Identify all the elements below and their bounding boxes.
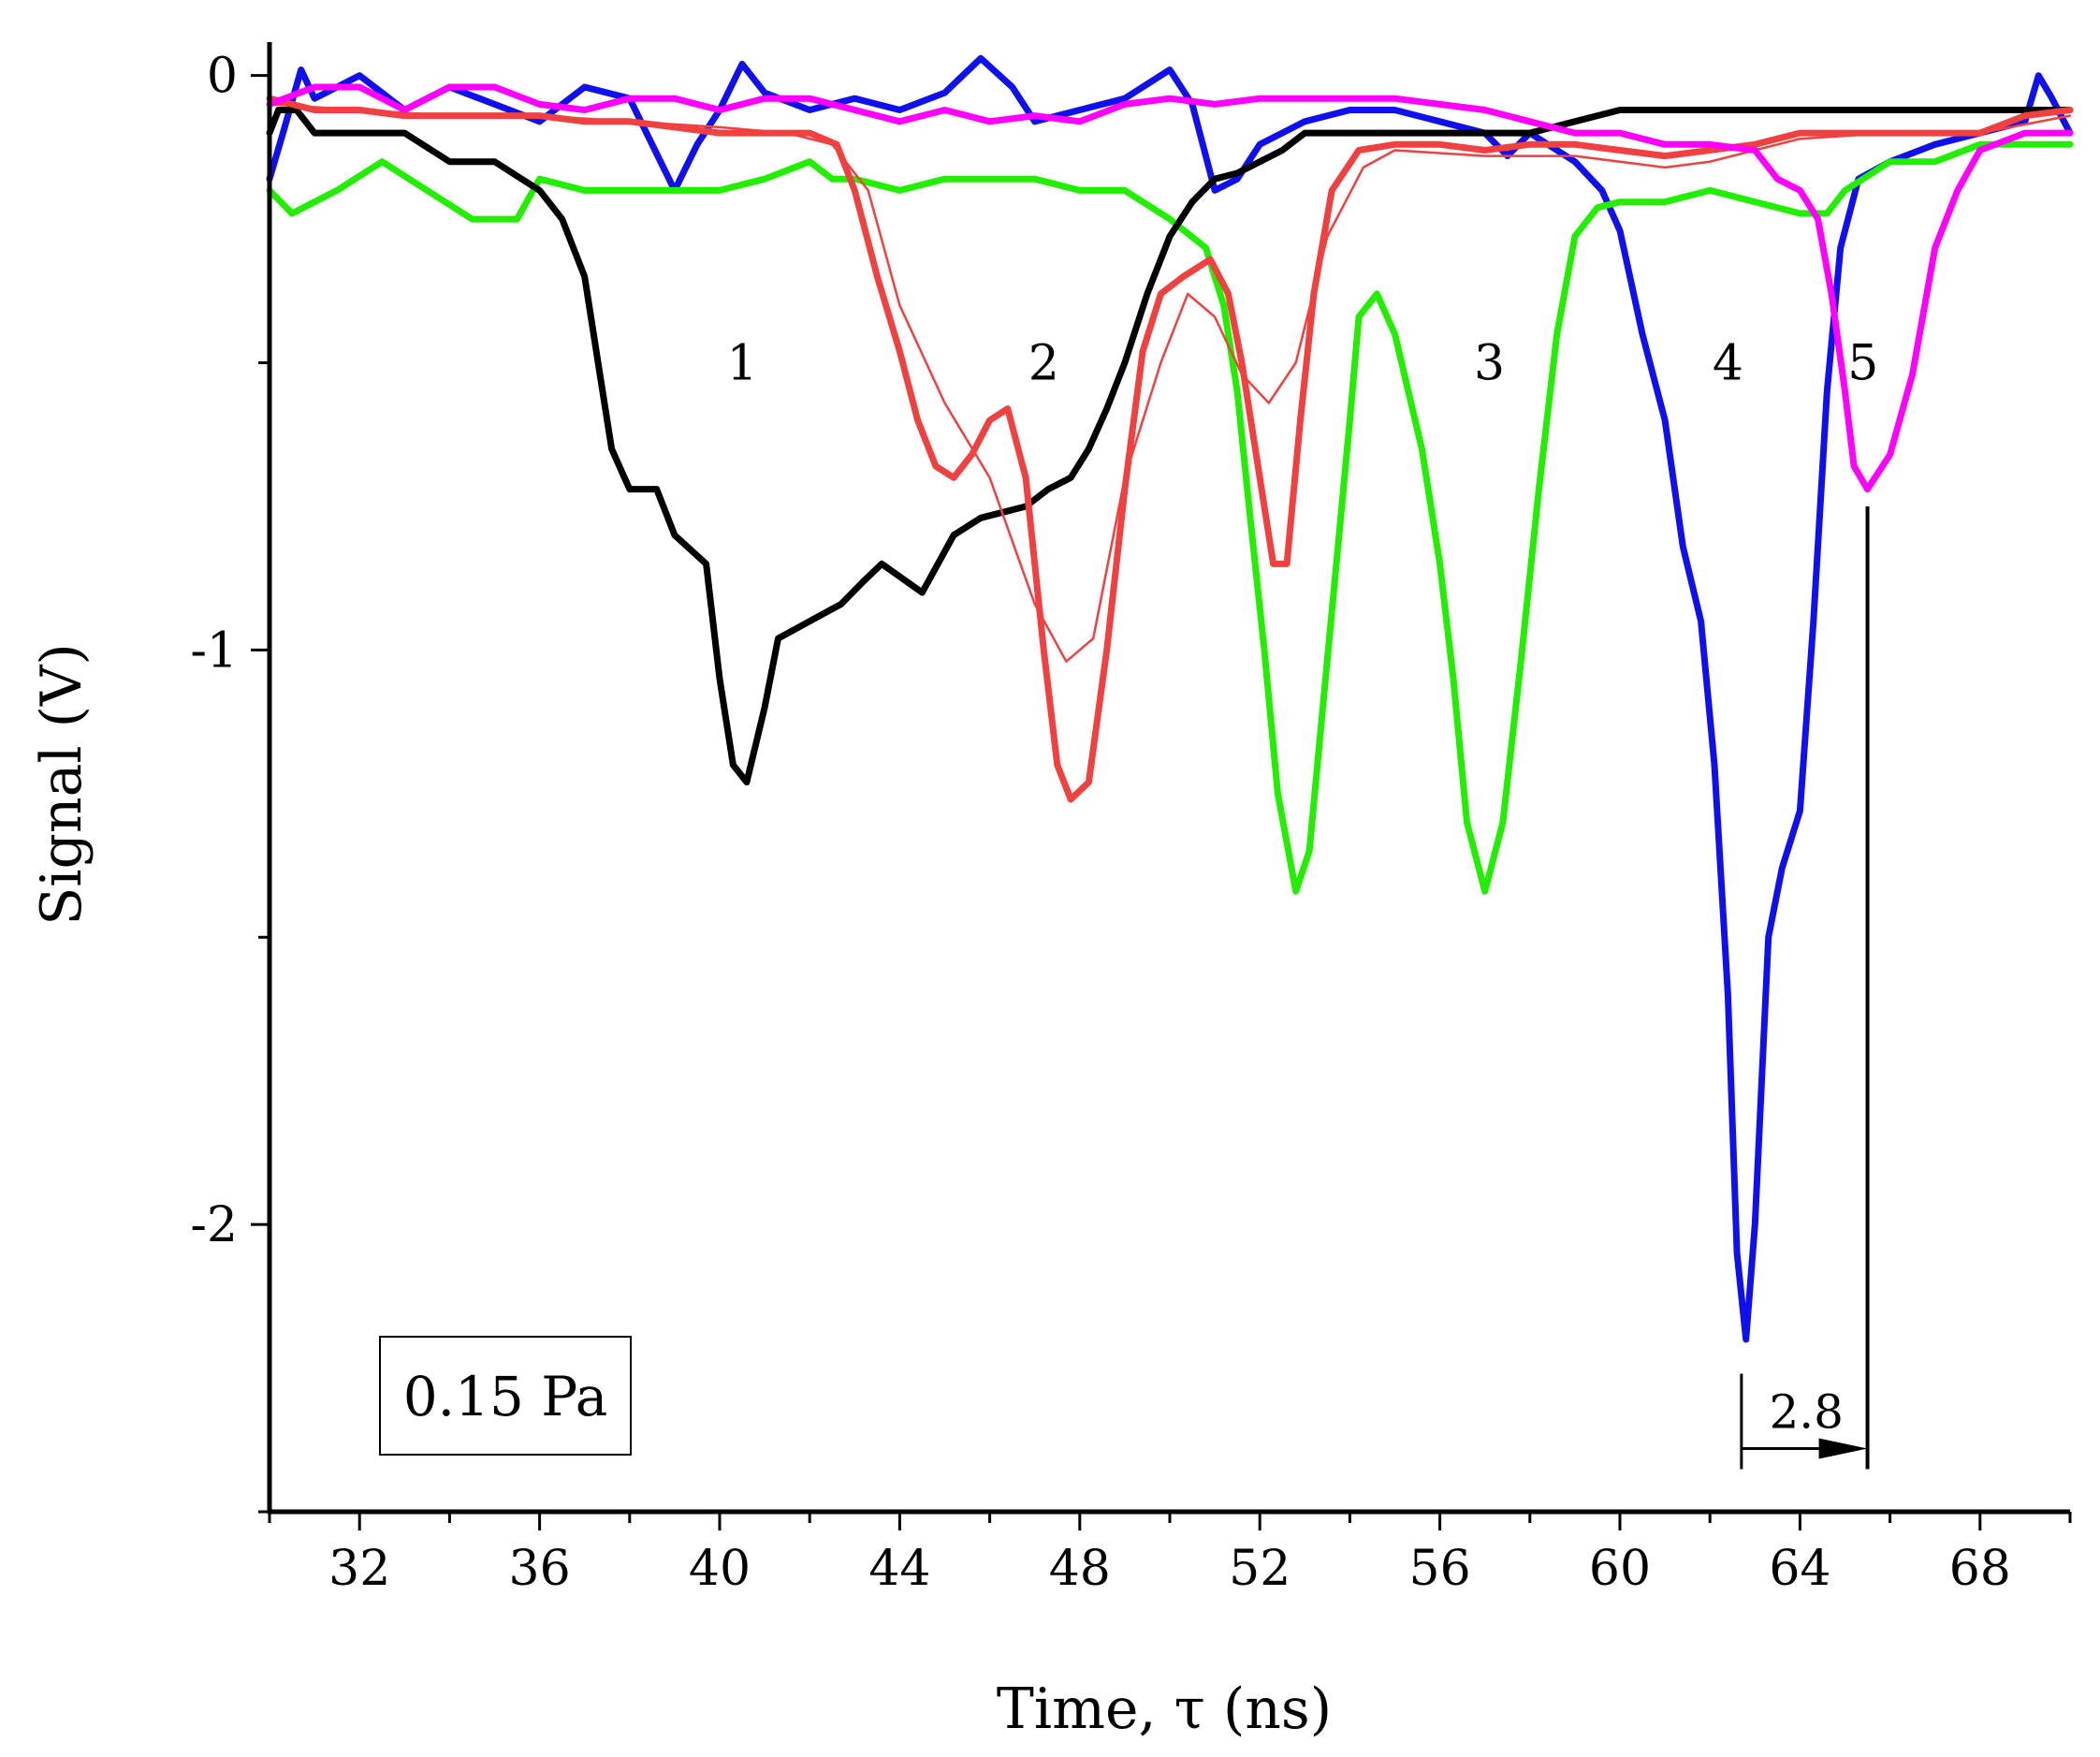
x-tick-label: 44 xyxy=(868,1541,930,1597)
tick-labels: 32 36 40 44 48 52 56 60 64 680-1-2 xyxy=(190,49,2011,1597)
annotation-box-frame xyxy=(379,1336,632,1456)
tick-marks xyxy=(251,74,2072,1530)
x-tick-label: 68 xyxy=(1949,1541,2011,1597)
series-line-3 xyxy=(266,140,2074,895)
x-tick-label: 56 xyxy=(1409,1541,1471,1597)
annotation-box: 0.15 Pa xyxy=(379,1336,632,1456)
x-tick-label: 32 xyxy=(328,1541,390,1597)
peak-label-2: 2 xyxy=(1028,336,1059,392)
x-tick-label: 60 xyxy=(1589,1541,1651,1597)
x-tick-label: 64 xyxy=(1769,1541,1830,1597)
x-axis-title: Time, τ (ns) xyxy=(997,1676,1332,1742)
x-tick-label: 52 xyxy=(1229,1541,1291,1597)
x-tick-label: 40 xyxy=(689,1541,751,1597)
peak-label-4: 4 xyxy=(1713,336,1743,392)
x-tick-label: 36 xyxy=(509,1541,571,1597)
pressure-label: 0.15 Pa xyxy=(403,1365,608,1428)
peak-labels: 1 2 3 4 5 xyxy=(727,336,1879,392)
series-line-5 xyxy=(266,83,2074,493)
series-layer xyxy=(266,54,2074,1343)
series-line-4 xyxy=(266,54,2074,1343)
measurement-annotation: 2.8 xyxy=(1740,505,1870,1470)
peak-label-3: 3 xyxy=(1474,336,1505,392)
series-line-1 xyxy=(266,107,2074,786)
peak-label-1: 1 xyxy=(727,336,758,392)
y-tick-label: 0 xyxy=(207,49,238,105)
y-tick-label: -2 xyxy=(190,1197,238,1253)
y-axis-title: Signal (V) xyxy=(29,643,95,926)
measurement-arrowhead xyxy=(1818,1438,1868,1459)
measurement-label: 2.8 xyxy=(1769,1384,1844,1439)
x-tick-label: 48 xyxy=(1049,1541,1111,1597)
series-line-2-fit xyxy=(268,103,2072,663)
y-tick-label: -1 xyxy=(190,622,238,679)
peak-label-5: 5 xyxy=(1847,336,1878,392)
series-line-2 xyxy=(266,95,2074,803)
